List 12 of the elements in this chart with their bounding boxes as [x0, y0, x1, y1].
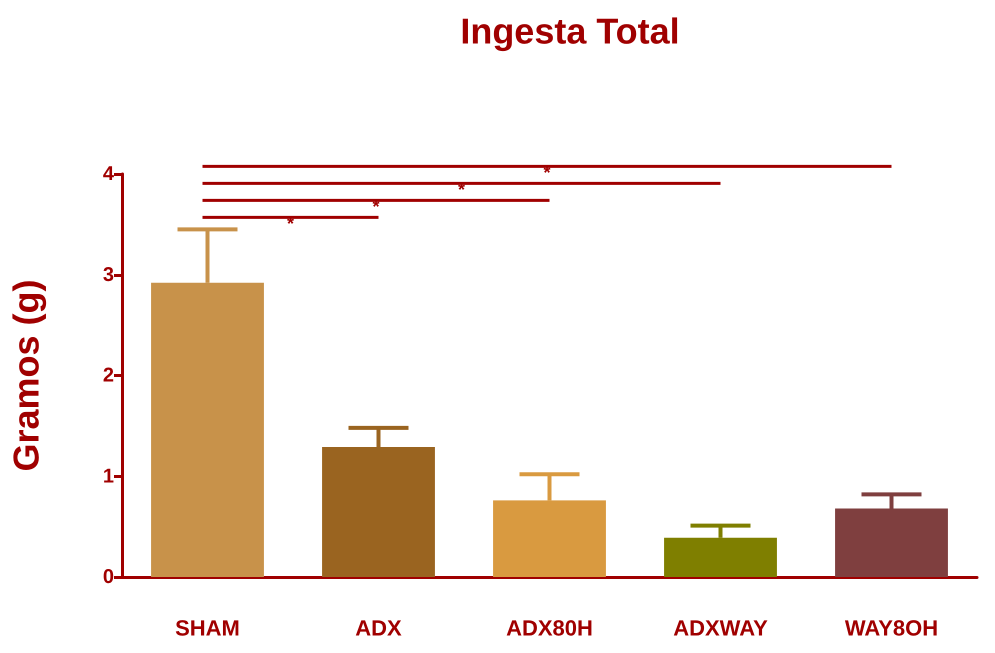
y-tick-label: 2 — [102, 364, 114, 386]
chart-title: Ingesta Total — [460, 10, 680, 52]
x-tick-label: SHAM — [175, 616, 240, 640]
x-tick-label: WAY8OH — [844, 616, 938, 640]
y-tick-label: 0 — [102, 566, 114, 588]
y-tick-label: 1 — [102, 465, 114, 488]
y-axis-title: Gramos (g) — [6, 279, 46, 472]
y-tick-label: 3 — [102, 264, 114, 286]
x-tick-label: ADXWAY — [673, 616, 768, 640]
x-tick-label: ADX — [355, 616, 402, 640]
x-tick-label: ADX80H — [506, 616, 593, 640]
y-tick-label: 4 — [102, 163, 115, 185]
